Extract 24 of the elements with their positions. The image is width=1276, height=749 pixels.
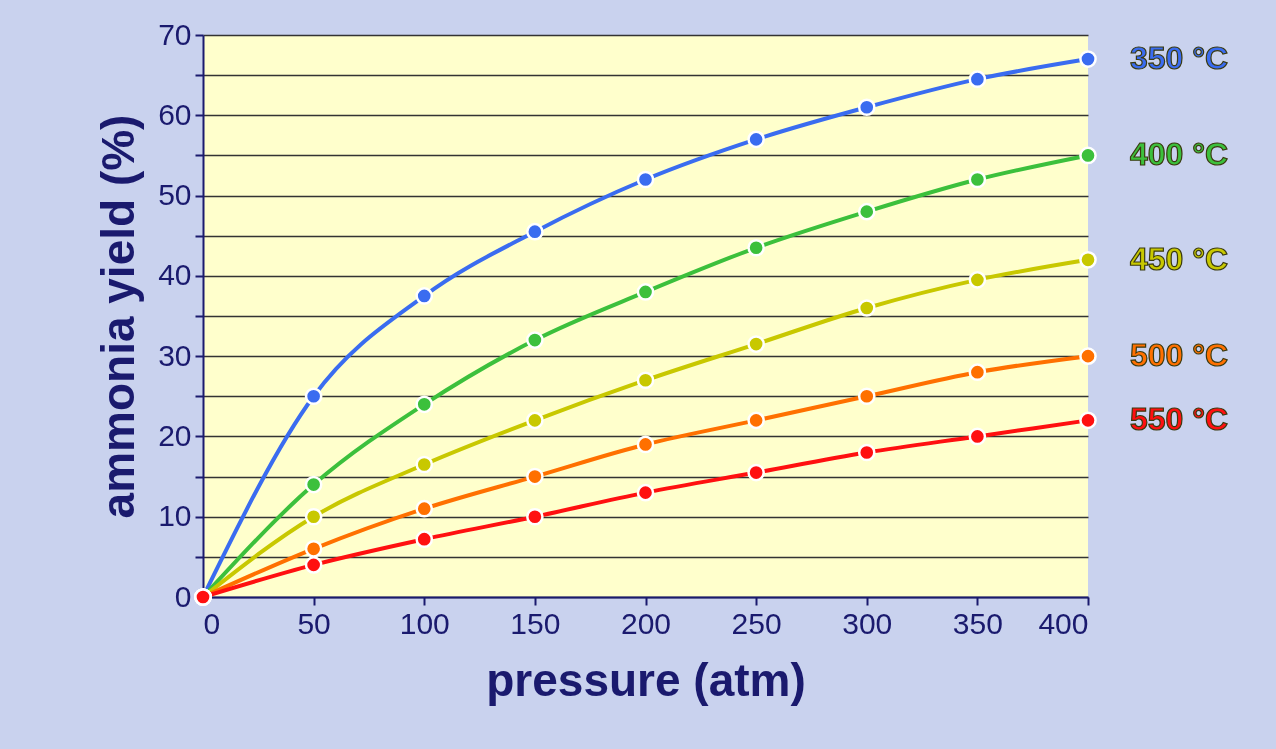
y-tick-label: 70 xyxy=(158,17,192,51)
x-tick-label: 150 xyxy=(510,606,561,640)
x-tick-label: 200 xyxy=(620,606,672,640)
x-tick-label: 400 xyxy=(1038,606,1089,640)
x-tick-label: 100 xyxy=(399,606,450,640)
x-tick-label: 300 xyxy=(842,606,893,640)
series-label: 500 °C xyxy=(1130,337,1229,374)
series-label: 400 °C xyxy=(1130,136,1229,173)
series-label: 450 °C xyxy=(1130,240,1229,277)
series-label: 350 °C xyxy=(1130,40,1229,77)
y-tick-label: 20 xyxy=(158,418,192,452)
x-tick-label: 50 xyxy=(297,606,331,640)
y-tick-label: 0 xyxy=(174,579,192,613)
series-label: 550 °C xyxy=(1130,401,1229,438)
y-axis-title: ammonia yield (%) xyxy=(92,114,145,519)
y-tick-label: 50 xyxy=(158,178,192,212)
y-tick-label: 10 xyxy=(158,499,192,533)
x-tick-label: 0 xyxy=(203,606,221,640)
y-tick-label: 60 xyxy=(158,97,192,131)
y-tick-label: 30 xyxy=(158,338,192,372)
x-tick-label: 350 xyxy=(952,606,1003,640)
x-tick-label: 250 xyxy=(731,606,782,640)
x-axis-title: pressure (atm) xyxy=(486,653,806,706)
y-tick-label: 40 xyxy=(158,258,192,292)
